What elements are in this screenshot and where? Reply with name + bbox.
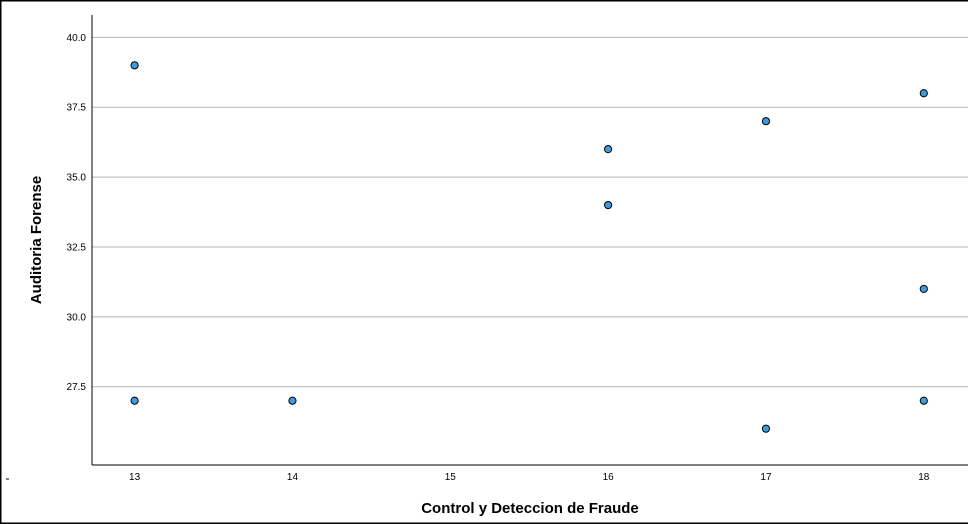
x-tick-label: 16 (603, 472, 615, 483)
data-point (130, 61, 139, 70)
x-tick-label: 17 (760, 472, 772, 483)
x-tick-label: 14 (287, 472, 299, 483)
data-point (919, 396, 928, 405)
data-point (130, 396, 139, 405)
y-tick-label: 37.5 (67, 103, 87, 114)
data-point (604, 200, 613, 210)
y-tick-labels: 27.5 30.0 32.5 35.0 37.5 40.0 (67, 33, 87, 393)
y-tick-label: 30.0 (67, 312, 87, 323)
y-tick-label: 32.5 (67, 242, 87, 253)
x-tick-label: 18 (918, 472, 930, 483)
x-tick-label: 13 (129, 472, 141, 483)
data-point (761, 424, 771, 433)
data-point (288, 396, 297, 405)
data-point (604, 145, 613, 154)
x-axis-title: Control y Deteccion de Fraude (421, 500, 639, 517)
gridlines (92, 36, 968, 388)
data-point (761, 117, 771, 126)
y-tick-label: 35.0 (67, 173, 87, 184)
y-tick-label: 27.5 (67, 382, 87, 393)
axes (6, 15, 968, 480)
data-point (919, 284, 928, 294)
data-point (919, 89, 928, 98)
y-axis-title: Auditoria Forense (28, 176, 45, 304)
data-points (130, 61, 928, 433)
y-tick-label: 40.0 (67, 33, 87, 44)
x-tick-label: 15 (445, 472, 457, 483)
x-tick-labels: 13 14 15 16 17 18 (129, 472, 930, 483)
